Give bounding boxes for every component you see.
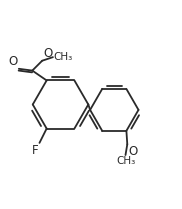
Text: CH₃: CH₃ bbox=[54, 52, 73, 62]
Text: F: F bbox=[32, 144, 39, 157]
Text: CH₃: CH₃ bbox=[116, 156, 135, 166]
Text: O: O bbox=[128, 145, 137, 158]
Text: O: O bbox=[43, 47, 52, 60]
Text: O: O bbox=[8, 55, 17, 68]
